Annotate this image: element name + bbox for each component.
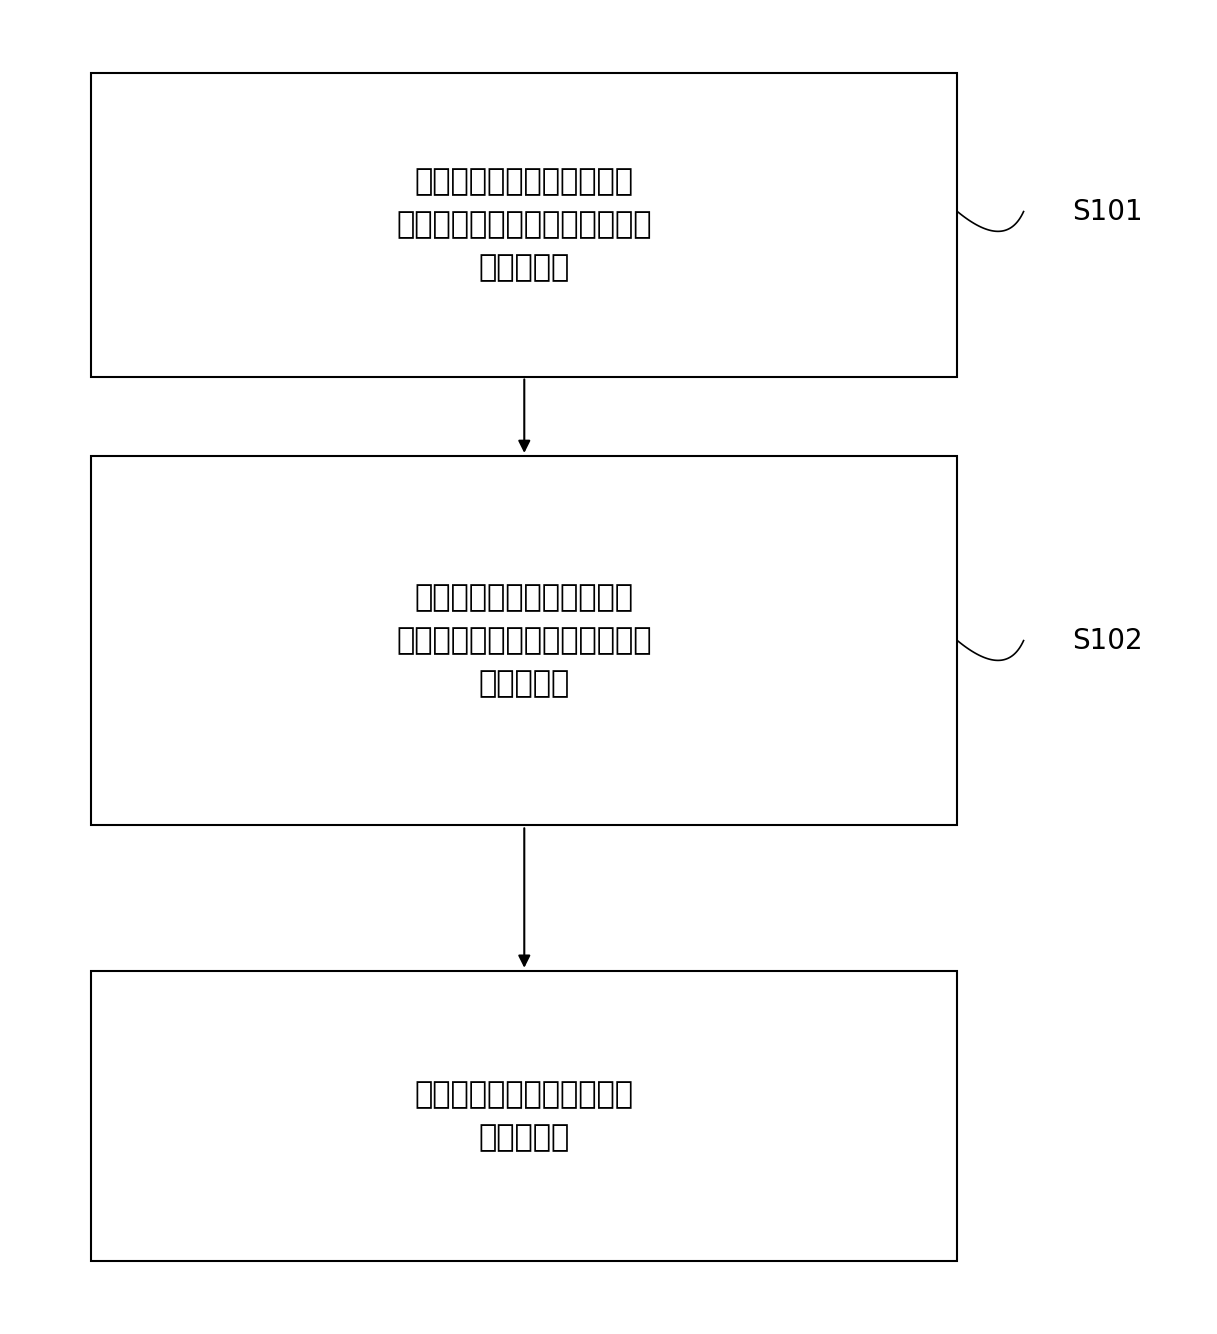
Text: S101: S101 — [1072, 197, 1143, 225]
Text: S102: S102 — [1072, 627, 1143, 655]
Text: 多个激光发射源以阵列的形
式排布，且出光方向相同形成激
光发射阵列: 多个激光发射源以阵列的形 式排布，且出光方向相同形成激 光发射阵列 — [397, 168, 652, 281]
Text: 等时间间隔地重复选取所述
激光发射阵列中的若干个激光发
射源发光，: 等时间间隔地重复选取所述 激光发射阵列中的若干个激光发 射源发光， — [397, 583, 652, 698]
FancyBboxPatch shape — [91, 971, 958, 1261]
FancyBboxPatch shape — [91, 73, 958, 376]
FancyBboxPatch shape — [91, 456, 958, 826]
Text: 激光发射阵列生成的激光显
示散斑消除: 激光发射阵列生成的激光显 示散斑消除 — [415, 1081, 634, 1151]
